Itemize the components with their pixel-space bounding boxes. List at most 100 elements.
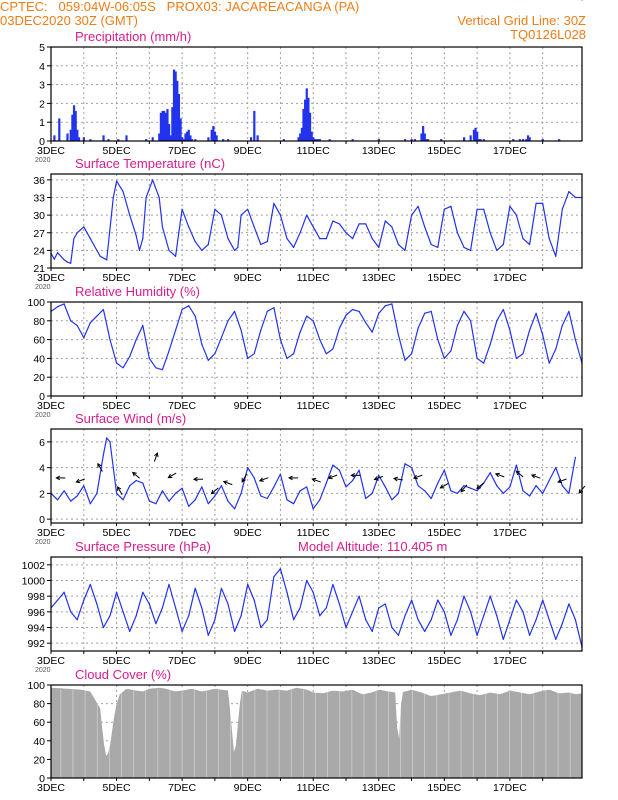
rh-point: [292, 353, 295, 355]
wind-arrow-head: [288, 475, 293, 481]
temp-point: [220, 214, 223, 216]
press-point: [299, 607, 301, 609]
rh-point: [194, 315, 196, 317]
temp-point: [319, 238, 321, 240]
precip-bar: [168, 124, 171, 141]
wind-title: Surface Wind (m/s): [75, 411, 186, 426]
precip-bar: [177, 94, 181, 141]
temp-point: [424, 226, 426, 228]
precip-bar: [164, 112, 167, 141]
rh-point: [115, 362, 118, 364]
precip-bar: [469, 135, 472, 141]
wind-arrow-head: [476, 484, 481, 490]
temp-point: [286, 238, 288, 240]
rh-point: [220, 337, 223, 339]
rh-point: [247, 357, 249, 359]
wind-point: [338, 469, 341, 471]
wind-arrow-shaft: [413, 474, 423, 479]
press-point: [174, 607, 177, 609]
precip-bar: [125, 135, 128, 141]
press-ytick-label: 996: [27, 607, 45, 619]
wind-point: [391, 499, 393, 501]
wind-point: [450, 490, 452, 492]
wind-point: [70, 500, 72, 502]
rh-point: [188, 305, 190, 307]
press-ytick-label: 994: [27, 623, 45, 635]
press-frame: [50, 556, 583, 652]
rh-point: [371, 331, 373, 333]
temp-point: [384, 220, 386, 222]
wind-arrow-head: [97, 462, 102, 468]
temp-point: [135, 235, 137, 237]
wind-xtick-label: 9DEC: [234, 527, 262, 539]
precip-bar: [425, 139, 428, 141]
wind-arrow-head: [557, 478, 563, 484]
wind-point: [456, 492, 459, 494]
rh-point: [83, 337, 85, 339]
temp-xtick-label: 7DEC: [168, 272, 196, 284]
rh-point: [483, 362, 485, 364]
precip-bar: [404, 139, 407, 141]
rh-xtick-label: 5DEC: [103, 400, 131, 412]
press-point: [450, 634, 452, 636]
precip-bar: [317, 139, 320, 141]
precip-bar: [482, 139, 485, 141]
temp-point: [178, 232, 180, 234]
rh-point: [509, 329, 511, 331]
precip-ytick-label: 0: [39, 136, 45, 148]
press-point: [548, 619, 550, 621]
wind-arrow-shaft: [393, 477, 403, 481]
precip-title: Precipitation (mm/h): [75, 29, 191, 44]
temp-point: [371, 238, 373, 240]
press-xtick-label: 13DEC: [362, 655, 396, 667]
temp-point: [240, 214, 242, 216]
rh-ytick-label: 40: [33, 353, 45, 365]
temp-point: [56, 252, 59, 254]
temp-point: [260, 243, 262, 246]
wind-point: [319, 499, 321, 501]
press-point: [279, 568, 282, 570]
rh-point: [456, 324, 459, 327]
wind-arrow: [258, 477, 269, 482]
rh-xtick-label: 7DEC: [168, 400, 196, 412]
press-point: [207, 634, 209, 636]
wind-point: [168, 500, 170, 502]
wind-arrow-shaft: [515, 470, 524, 478]
wind-point: [142, 482, 144, 484]
precip-bar: [299, 133, 302, 141]
press-point: [56, 599, 59, 601]
wind-year-mark: 2020: [35, 539, 51, 546]
temp-ytick-label: 21: [33, 263, 45, 275]
press-point: [424, 630, 426, 633]
wind-xtick-label: 15DEC: [427, 527, 461, 539]
precip-bar: [171, 107, 174, 141]
wind-point: [515, 464, 518, 466]
wind-point: [561, 485, 563, 487]
wind-arrow-shaft: [374, 475, 384, 480]
rh-point: [365, 322, 367, 324]
precip-bar: [413, 139, 417, 141]
wind-point: [568, 492, 570, 494]
wind-point: [371, 492, 373, 494]
wind-arrow: [311, 477, 321, 483]
precip-bar: [181, 137, 184, 141]
rh-point: [260, 329, 262, 331]
rh-point: [273, 307, 275, 309]
precip-ytick-label: 4: [39, 61, 45, 73]
rh-point: [240, 329, 242, 331]
press-point: [286, 591, 288, 593]
precip-bar: [477, 139, 480, 141]
temp-point: [351, 238, 354, 240]
wind-point: [181, 487, 183, 489]
wind-arrow: [167, 472, 177, 479]
press-point: [561, 622, 563, 625]
temp-point: [188, 226, 190, 228]
wind-point: [76, 495, 78, 497]
cloud-area: [51, 687, 582, 778]
wind-ytick-label: 2: [39, 488, 45, 500]
wind-point: [220, 485, 223, 487]
press-point: [378, 607, 380, 609]
temp-point: [358, 223, 360, 225]
precip-bar: [89, 139, 92, 141]
wind-point: [332, 464, 334, 466]
